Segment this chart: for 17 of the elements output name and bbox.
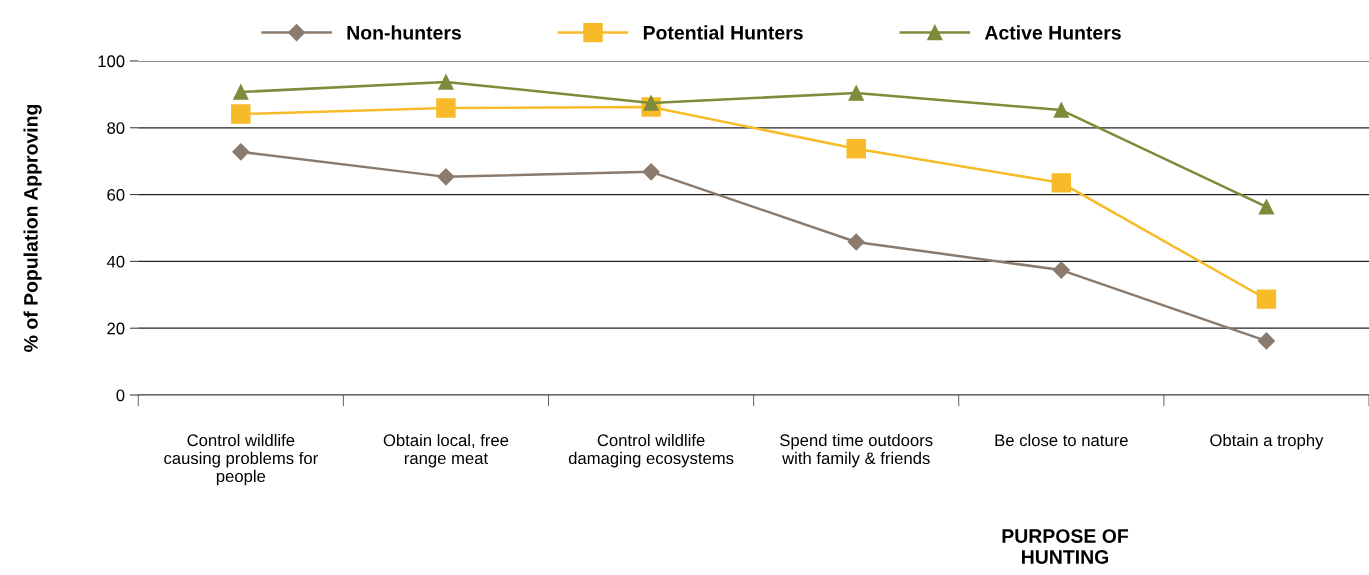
legend-label: Potential Hunters <box>643 25 803 40</box>
x-tick-label: Spend time outdoors with family & friends <box>780 433 933 468</box>
y-tick-label: 60 <box>107 188 125 201</box>
y-axis-title: % of Population Approving <box>23 104 42 352</box>
x-tick-label: Control wildlife damaging ecosystems <box>568 433 734 468</box>
y-tick-label: 40 <box>106 255 125 268</box>
y-tick-label: 0 <box>116 389 125 402</box>
y-tick-label: 80 <box>107 122 125 134</box>
x-tick-label: Obtain a trophy <box>1210 433 1324 450</box>
x-tick-label: Be close to nature <box>995 433 1128 447</box>
y-tick-label: 20 <box>107 322 125 335</box>
x-tick-label: Control wildlife causing problems for people <box>164 433 318 486</box>
legend-label: Active Hunters <box>984 25 1121 40</box>
x-tick-label: Obtain local, free range meat <box>383 433 509 468</box>
legend-label: Non-hunters <box>347 25 461 40</box>
y-tick-label: 100 <box>98 55 125 68</box>
x-axis-title: PURPOSE OF HUNTING <box>1002 529 1129 564</box>
